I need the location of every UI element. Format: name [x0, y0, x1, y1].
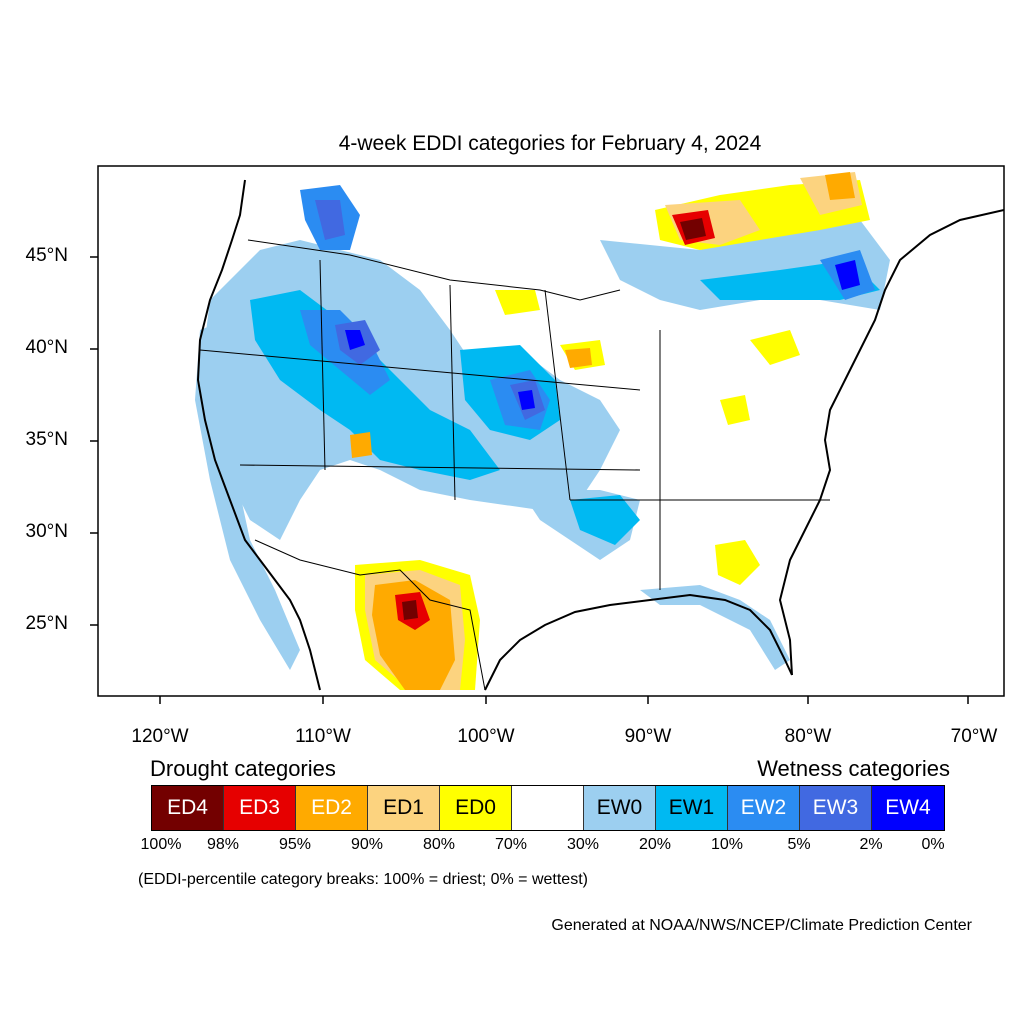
us-canada-border	[247, 239, 621, 301]
map-frame	[97, 165, 1005, 697]
legend-box-ed1: ED1	[368, 786, 440, 830]
lon-label-90: 90°W	[624, 726, 672, 747]
credit-text: Generated at NOAA/NWS/NCEP/Climate Predi…	[551, 917, 972, 934]
map-title: 4-week EDDI categories for February 4, 2…	[338, 132, 762, 155]
ed0-ohio	[720, 395, 750, 425]
legend-break-label: 5%	[787, 836, 811, 853]
legend-box-ew1: EW1	[656, 786, 728, 830]
lon-label-70: 70°W	[950, 726, 998, 747]
legend-box-ew4: EW4	[872, 786, 944, 830]
ew0-gulf-coast	[640, 585, 790, 670]
interior-border-2	[449, 284, 456, 501]
legend-break-label: 98%	[206, 836, 240, 853]
legend-break-label: 2%	[859, 836, 883, 853]
legend-box-ed2: ED2	[296, 786, 368, 830]
interior-border-5	[199, 349, 641, 391]
legend-box-ew0: EW0	[584, 786, 656, 830]
category-legend: ED4 ED3 ED2 ED1 ED0 EW0 EW1 EW2 EW3 EW4	[151, 785, 945, 831]
legend-break-label: 80%	[422, 836, 456, 853]
legend-break-label: 90%	[350, 836, 384, 853]
ed2-illinois	[565, 348, 592, 368]
legend-box-ew3: EW3	[800, 786, 872, 830]
legend-box-normal	[512, 786, 584, 830]
axis-ticks	[90, 256, 969, 704]
ew3-montana	[315, 200, 345, 240]
lon-label-110: 110°W	[295, 726, 351, 747]
ew0-pacific-coast	[195, 320, 300, 670]
ed0-georgia	[715, 540, 760, 585]
interior-border-6	[239, 464, 641, 471]
ew4-kansas	[518, 390, 535, 410]
ed2-mexico	[372, 580, 455, 690]
lat-label-35: 35°N	[25, 429, 68, 450]
legend-box-ed0: ED0	[440, 786, 512, 830]
interior-border-1	[319, 259, 326, 471]
lon-label-100: 100°W	[457, 726, 515, 747]
legend-box-ed3: ED3	[224, 786, 296, 830]
lat-label-30: 30°N	[25, 521, 68, 542]
category-shading	[195, 172, 890, 690]
lon-label-80: 80°W	[784, 726, 832, 747]
legend-break-label: 0%	[921, 836, 945, 853]
legend-break-label: 10%	[710, 836, 744, 853]
legend-break-label: 30%	[566, 836, 600, 853]
ed2-quebec	[825, 172, 855, 200]
ed0-dakota	[495, 290, 540, 315]
gulf-coastline	[484, 593, 793, 691]
legend-box-ew2: EW2	[728, 786, 800, 830]
ed0-lake-erie	[750, 330, 800, 365]
interior-border-3	[544, 289, 571, 501]
lon-label-120: 120°W	[131, 726, 189, 747]
ew4-quebec	[835, 260, 860, 290]
coastlines	[196, 179, 1004, 691]
legend-box-ed4: ED4	[152, 786, 224, 830]
atlantic-coastline	[778, 209, 1004, 676]
wetness-heading: Wetness categories	[757, 756, 950, 781]
break-note: (EDDI-percentile category breaks: 100% =…	[138, 871, 588, 888]
lat-label-45: 45°N	[25, 245, 68, 266]
lat-label-40: 40°N	[25, 337, 68, 358]
pacific-coastline	[196, 179, 321, 691]
us-mexico-border	[254, 539, 486, 691]
state-borders	[199, 239, 830, 691]
legend-break-label: 100%	[140, 836, 182, 853]
legend-break-label: 70%	[494, 836, 528, 853]
ed2-new-mexico	[350, 432, 372, 458]
ed4-michigan	[680, 218, 706, 240]
ew1-arkansas	[570, 495, 640, 545]
drought-heading: Drought categories	[150, 756, 336, 781]
lat-label-25: 25°N	[25, 613, 68, 634]
legend-break-label: 20%	[638, 836, 672, 853]
ew4-wyoming	[345, 330, 365, 350]
ed4-mexico	[402, 600, 418, 620]
legend-break-label: 95%	[278, 836, 312, 853]
